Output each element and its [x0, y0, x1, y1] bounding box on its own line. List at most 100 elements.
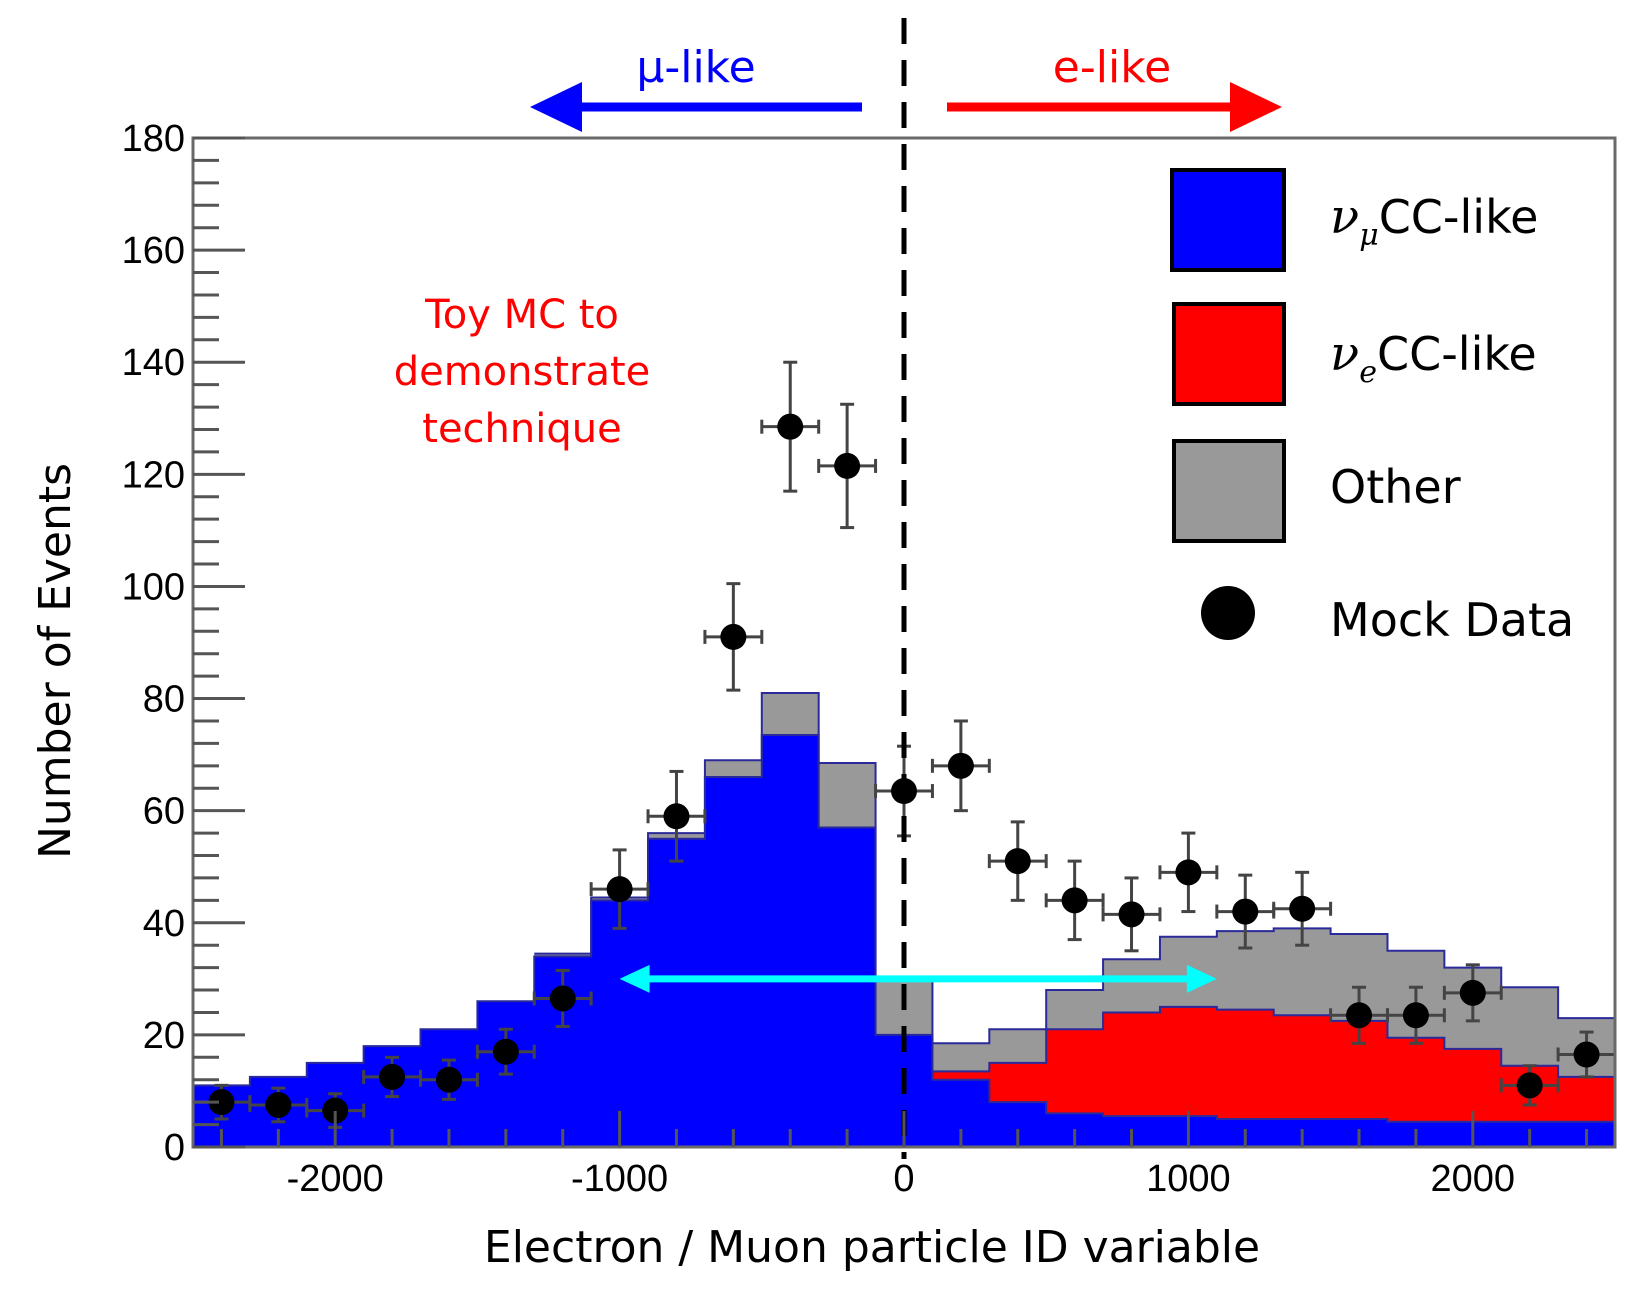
data-point-10 [760, 360, 821, 493]
x-tick-label: 1000 [1146, 1158, 1231, 1200]
data-marker [1402, 1002, 1429, 1029]
bar-ecclike-24 [1558, 1076, 1616, 1122]
e-like-arrow [947, 82, 1282, 132]
bar-ecclike-15 [1046, 1029, 1104, 1114]
y-tick-label: 160 [122, 230, 185, 272]
data-marker [606, 876, 633, 903]
data-point-3 [362, 1055, 423, 1099]
legend-label-mock-data: Mock Data [1330, 593, 1574, 647]
bar-other-11 [818, 763, 877, 828]
data-point-9 [703, 582, 764, 692]
y-axis-title: Number of Events [30, 463, 81, 859]
data-point-18 [1215, 873, 1276, 950]
data-marker [777, 413, 804, 440]
data-point-21 [1385, 985, 1446, 1045]
y-tick-label: 60 [143, 791, 185, 833]
data-marker [1118, 901, 1145, 928]
x-tick-label: 0 [893, 1158, 914, 1200]
bar-ecclike-21 [1387, 1037, 1445, 1122]
bar-ecclike-19 [1273, 1015, 1332, 1119]
data-point-14 [987, 820, 1048, 902]
legend-swatch-nue [1172, 302, 1286, 406]
bar-other-23 [1501, 987, 1559, 1066]
data-marker [1516, 1072, 1543, 1099]
data-point-23 [1499, 1064, 1560, 1107]
data-marker [208, 1089, 235, 1116]
note-line-3: technique [422, 406, 621, 452]
bar-other-9 [704, 760, 763, 778]
step-outline-2 [534, 691, 1615, 1045]
step-outline-1 [932, 1005, 1615, 1078]
bar-ecclike-16 [1103, 1012, 1161, 1117]
data-marker [492, 1038, 519, 1065]
data-marker [549, 985, 576, 1012]
data-marker [1346, 1002, 1373, 1029]
data-point-4 [419, 1058, 479, 1101]
bar-other-15 [1046, 990, 1104, 1030]
bar-other-6 [534, 953, 592, 957]
bar-cclike-11 [818, 827, 877, 1147]
x-tick-label: -1000 [571, 1158, 668, 1200]
y-tick-label: 20 [143, 1015, 185, 1057]
data-point-19 [1272, 870, 1333, 947]
bar-cclike-7 [591, 900, 649, 1147]
note-line-2: demonstrate [394, 349, 651, 395]
x-tick-label: -2000 [287, 1158, 384, 1200]
mu-like-arrow [530, 82, 862, 132]
data-marker [435, 1066, 462, 1093]
data-point-5 [475, 1027, 536, 1076]
data-point-1 [248, 1086, 309, 1124]
data-marker [1459, 979, 1486, 1006]
legend-label-other: Other [1330, 460, 1461, 514]
bar-other-10 [761, 692, 820, 735]
data-marker [1232, 898, 1259, 925]
legend-swatch-numu [1170, 168, 1286, 272]
data-point-13 [930, 719, 991, 813]
data-marker [379, 1063, 406, 1090]
step-outline-0 [193, 733, 1615, 1123]
data-marker [1175, 859, 1202, 886]
bar-cclike-10 [761, 734, 820, 1147]
data-point-7 [589, 848, 650, 930]
data-marker [322, 1097, 349, 1124]
data-marker [663, 803, 690, 830]
data-point-8 [646, 769, 707, 863]
bar-ecclike-13 [932, 1071, 990, 1080]
mock-data-points [191, 360, 1617, 1129]
legend-label-numu: νμCC-like [1330, 189, 1538, 253]
data-point-11 [817, 402, 878, 530]
y-tick-label: 180 [122, 118, 185, 160]
data-point-17 [1158, 831, 1219, 914]
bar-other-16 [1103, 959, 1161, 1013]
cyan-arrow-left-head [619, 964, 650, 993]
cyan-arrow-right-head [1186, 964, 1217, 993]
data-point-15 [1044, 859, 1105, 942]
data-marker [1573, 1041, 1600, 1068]
data-marker [1289, 895, 1316, 922]
y-tick-label: 140 [122, 342, 185, 384]
data-point-22 [1442, 963, 1503, 1023]
data-point-6 [532, 968, 593, 1028]
data-marker [834, 452, 861, 479]
bar-ecclike-14 [989, 1062, 1047, 1103]
data-point-16 [1101, 876, 1162, 953]
legend-swatch-other [1172, 439, 1286, 543]
cyan-double-arrow [619, 964, 1217, 993]
bar-cclike-9 [704, 777, 763, 1147]
data-marker [947, 752, 974, 779]
data-marker [265, 1091, 292, 1118]
legend-label-nue: νeCC-like [1330, 326, 1537, 390]
y-tick-label: 80 [143, 679, 185, 721]
y-tick-label: 100 [122, 566, 185, 608]
y-tick-label: 0 [164, 1127, 185, 1169]
x-tick-label: 2000 [1431, 1158, 1516, 1200]
data-marker [1004, 848, 1031, 875]
bar-other-14 [989, 1029, 1047, 1063]
stack-outlines [193, 691, 1615, 1123]
bar-cclike-8 [648, 838, 706, 1147]
bar-ecclike-22 [1444, 1048, 1502, 1122]
y-tick-label: 120 [122, 454, 185, 496]
x-axis-title: Electron / Muon particle ID variable [484, 1222, 1260, 1273]
data-point-2 [305, 1092, 366, 1129]
mu-like-label: μ-like [636, 42, 755, 93]
